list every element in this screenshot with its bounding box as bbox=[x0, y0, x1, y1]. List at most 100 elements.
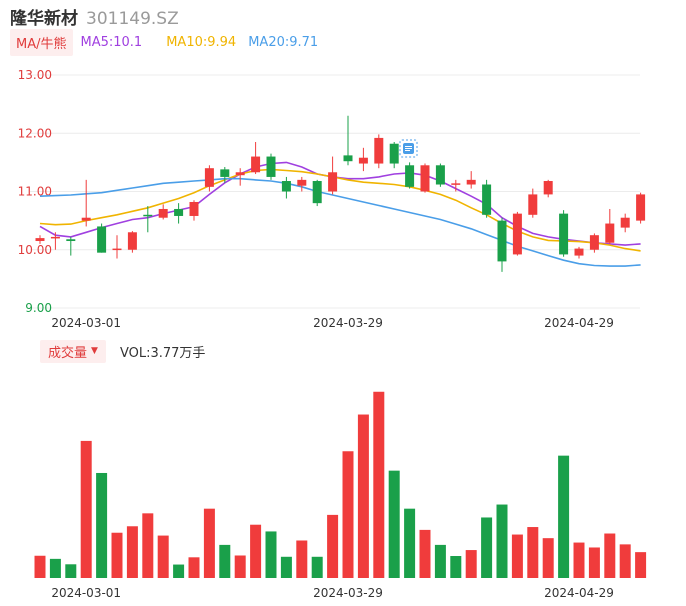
volume-bar bbox=[265, 531, 277, 578]
volume-bar bbox=[573, 542, 585, 578]
date-tick-label: 2024-03-01 bbox=[51, 316, 121, 330]
volume-bar bbox=[188, 557, 200, 578]
candle-body bbox=[512, 213, 522, 255]
price-axis: 13.00 12.00 11.00 10.00 9.00 bbox=[18, 68, 52, 315]
volume-bar bbox=[558, 455, 570, 578]
candle-body bbox=[235, 172, 245, 176]
candle-body bbox=[50, 236, 60, 239]
candle-body bbox=[389, 143, 399, 164]
candle-body bbox=[374, 137, 384, 164]
candle-body bbox=[543, 181, 553, 195]
candle-body bbox=[497, 220, 507, 262]
candle-body bbox=[620, 217, 630, 228]
ma20-label: MA20:9.71 bbox=[248, 34, 319, 50]
candle-body bbox=[35, 238, 45, 242]
volume-toggle-label: 成交量 bbox=[48, 345, 88, 361]
candle-body bbox=[589, 235, 599, 250]
candle-body bbox=[127, 232, 137, 250]
volume-legend: 成交量 ▼ VOL:3.77万手 bbox=[40, 339, 206, 363]
volume-bar bbox=[342, 451, 354, 578]
stock-name: 隆华新材 bbox=[10, 9, 78, 29]
volume-bar bbox=[465, 550, 477, 578]
candlesticks bbox=[35, 115, 646, 272]
volume-bar bbox=[49, 558, 61, 578]
volume-bar bbox=[542, 538, 554, 578]
candle-body bbox=[358, 157, 368, 164]
volume-bar bbox=[527, 527, 539, 578]
ma10-label: MA10:9.94 bbox=[166, 34, 237, 50]
ma10-line bbox=[39, 168, 641, 252]
ma-indicator-toggle[interactable]: MA/牛熊 bbox=[10, 28, 73, 56]
date-tick-label: 2024-04-29 bbox=[544, 316, 614, 330]
volume-bar bbox=[142, 513, 154, 578]
price-tick-label: 10.00 bbox=[18, 243, 52, 257]
candle-body bbox=[204, 168, 214, 187]
volume-bar bbox=[588, 547, 600, 578]
date-axis: 2024-03-01 2024-03-29 2024-04-29 bbox=[51, 316, 614, 330]
candle-body bbox=[66, 239, 76, 242]
volume-date-label: 2024-04-29 bbox=[544, 586, 614, 600]
moving-average-lines bbox=[39, 161, 641, 267]
volume-bar bbox=[635, 552, 647, 578]
volume-bar bbox=[327, 514, 339, 578]
volume-value: VOL:3.77万手 bbox=[119, 345, 206, 361]
candle-body bbox=[174, 208, 184, 216]
candle-body bbox=[482, 184, 492, 215]
date-tick-label: 2024-03-29 bbox=[313, 316, 383, 330]
candle-body bbox=[420, 165, 430, 192]
volume-bar bbox=[173, 564, 185, 578]
candle-body bbox=[220, 169, 230, 177]
volume-bar bbox=[357, 414, 369, 578]
candle-body bbox=[251, 156, 261, 173]
ma20-line bbox=[39, 177, 641, 267]
volume-bar bbox=[111, 532, 123, 578]
volume-date-label: 2024-03-29 bbox=[313, 586, 383, 600]
candle-body bbox=[297, 179, 307, 186]
candle-body bbox=[158, 208, 168, 218]
volume-bar bbox=[250, 524, 262, 578]
volume-bar bbox=[619, 544, 631, 578]
stock-header: 隆华新材 301149.SZ bbox=[10, 4, 179, 29]
candle-body bbox=[97, 226, 107, 253]
price-tick-label: 11.00 bbox=[18, 185, 52, 199]
candle-body bbox=[266, 156, 276, 177]
candle-body bbox=[143, 214, 153, 217]
candle-body bbox=[405, 165, 415, 187]
volume-date-label: 2024-03-01 bbox=[51, 586, 121, 600]
candle-body bbox=[636, 194, 646, 221]
event-marker[interactable] bbox=[399, 139, 418, 158]
volume-bar bbox=[450, 556, 462, 578]
price-tick-label: 12.00 bbox=[18, 126, 52, 140]
volume-bar bbox=[280, 556, 292, 578]
volume-bars: 2024-03-01 2024-03-29 2024-04-29 bbox=[34, 391, 647, 600]
volume-bar bbox=[157, 535, 169, 578]
stock-code: 301149.SZ bbox=[86, 9, 179, 29]
price-tick-label: 13.00 bbox=[18, 68, 52, 82]
volume-bar bbox=[388, 470, 400, 578]
volume-bar bbox=[434, 544, 446, 578]
volume-bar bbox=[496, 504, 508, 578]
volume-bar bbox=[296, 540, 308, 578]
candle-body bbox=[435, 165, 445, 185]
volume-bar bbox=[511, 534, 523, 578]
candle-body bbox=[559, 213, 569, 255]
volume-bar bbox=[80, 440, 92, 578]
volume-bar bbox=[373, 391, 385, 578]
candle-body bbox=[81, 217, 91, 221]
volume-indicator-toggle[interactable]: 成交量 ▼ bbox=[40, 339, 106, 363]
volume-bar bbox=[419, 529, 431, 578]
candle-body bbox=[605, 223, 615, 243]
volume-bar bbox=[219, 544, 231, 578]
volume-bar bbox=[34, 555, 46, 578]
candle-body bbox=[466, 179, 476, 185]
caret-down-icon: ▼ bbox=[91, 346, 98, 356]
volume-bar bbox=[96, 472, 108, 578]
ma-legend: MA/牛熊 MA5:10.1 MA10:9.94 MA20:9.71 bbox=[10, 28, 319, 56]
volume-bar bbox=[604, 533, 616, 578]
volume-bar bbox=[65, 564, 77, 578]
candle-body bbox=[189, 201, 199, 216]
volume-bar bbox=[481, 517, 493, 578]
candle-body bbox=[343, 155, 353, 162]
price-tick-label: 9.00 bbox=[25, 301, 52, 315]
